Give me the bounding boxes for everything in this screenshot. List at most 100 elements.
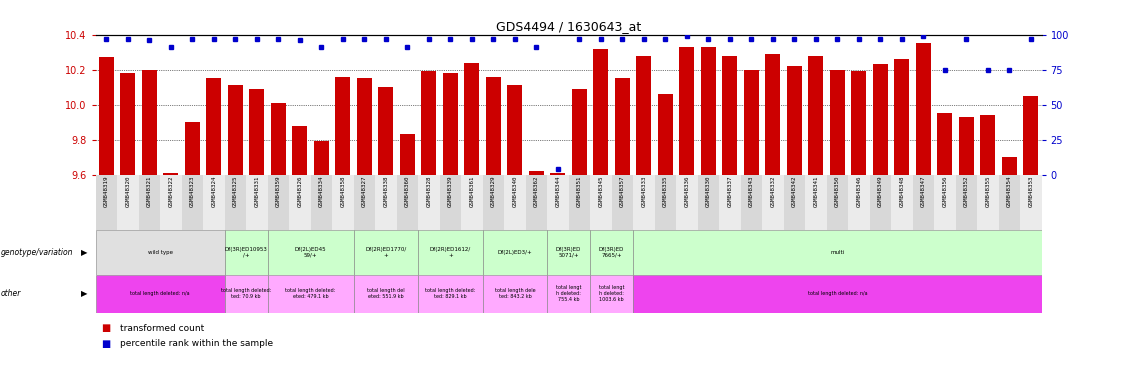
Bar (120, 73, 135, 384)
Bar (268, 230, 354, 275)
Bar (378, 87, 393, 384)
Text: GSM848349: GSM848349 (878, 176, 883, 207)
Text: GSM848323: GSM848323 (190, 176, 195, 207)
Bar (400, 134, 414, 384)
Text: total lengt
h deleted:
755.4 kb: total lengt h deleted: 755.4 kb (556, 285, 581, 302)
Text: GSM848336: GSM848336 (685, 176, 689, 207)
Bar (935, 175, 956, 230)
Bar (654, 175, 676, 230)
Bar (766, 54, 780, 384)
Text: total length dele
ted: 843.2 kb: total length dele ted: 843.2 kb (494, 288, 535, 299)
Text: GSM848353: GSM848353 (1028, 176, 1034, 207)
Text: GSM848344: GSM848344 (555, 176, 561, 207)
Text: ■: ■ (101, 339, 110, 349)
Text: total length deleted:
ted: 70.9 kb: total length deleted: ted: 70.9 kb (221, 288, 271, 299)
Bar (826, 175, 848, 230)
Text: total lengt
h deleted:
1003.6 kb: total lengt h deleted: 1003.6 kb (599, 285, 625, 302)
Text: GSM848347: GSM848347 (921, 176, 926, 207)
Bar (762, 175, 784, 230)
Text: GSM848340: GSM848340 (512, 176, 517, 207)
Bar (332, 175, 354, 230)
Bar (633, 230, 1042, 275)
Text: GSM848326: GSM848326 (297, 176, 303, 207)
Text: other: other (1, 289, 21, 298)
Bar (593, 49, 608, 384)
Text: GSM848355: GSM848355 (985, 176, 990, 207)
Text: ▶: ▶ (81, 248, 88, 257)
Text: ▶: ▶ (81, 289, 88, 298)
Text: GSM848359: GSM848359 (276, 176, 280, 207)
Bar (268, 175, 289, 230)
Text: GSM848362: GSM848362 (534, 176, 539, 207)
Text: GSM848329: GSM848329 (491, 176, 495, 207)
Bar (181, 175, 203, 230)
Text: Df(2L)ED3/+: Df(2L)ED3/+ (498, 250, 533, 255)
Bar (529, 171, 544, 384)
Text: GSM848324: GSM848324 (212, 176, 216, 207)
Text: ■: ■ (101, 323, 110, 333)
Bar (805, 175, 826, 230)
Text: GSM848345: GSM848345 (598, 176, 604, 207)
Bar (462, 175, 483, 230)
Text: GSM848346: GSM848346 (857, 176, 861, 207)
Title: GDS4494 / 1630643_at: GDS4494 / 1630643_at (497, 20, 641, 33)
Bar (894, 59, 910, 384)
Bar (891, 175, 912, 230)
Bar (375, 175, 396, 230)
Bar (611, 175, 633, 230)
Bar (720, 175, 741, 230)
Bar (658, 94, 673, 384)
Bar (551, 173, 565, 384)
Bar (572, 89, 587, 384)
Text: GSM848361: GSM848361 (470, 176, 474, 207)
Text: GSM848332: GSM848332 (770, 176, 776, 207)
Text: transformed count: transformed count (120, 324, 205, 333)
Text: GSM848334: GSM848334 (319, 176, 324, 207)
Bar (271, 103, 286, 384)
Bar (418, 175, 439, 230)
Bar (937, 113, 953, 384)
Bar (873, 65, 887, 384)
Text: GSM848335: GSM848335 (663, 176, 668, 207)
Text: GSM848341: GSM848341 (813, 176, 819, 207)
Bar (96, 230, 225, 275)
Bar (483, 230, 547, 275)
Bar (117, 175, 138, 230)
Text: GSM848342: GSM848342 (792, 176, 797, 207)
Bar (185, 122, 200, 384)
Text: multi: multi (830, 250, 844, 255)
Bar (633, 275, 1042, 313)
Bar (912, 175, 935, 230)
Bar (336, 77, 350, 384)
Bar (357, 78, 372, 384)
Bar (96, 175, 117, 230)
Text: Df(2R)ED1612/
+: Df(2R)ED1612/ + (430, 247, 471, 258)
Text: GSM848352: GSM848352 (964, 176, 968, 207)
Text: genotype/variation: genotype/variation (1, 248, 73, 257)
Bar (314, 141, 329, 384)
Text: Df(3R)ED10953
/+: Df(3R)ED10953 /+ (225, 247, 268, 258)
Text: GSM848338: GSM848338 (384, 176, 388, 207)
Bar (268, 275, 354, 313)
Bar (483, 175, 504, 230)
Text: GSM848319: GSM848319 (104, 176, 109, 207)
Bar (959, 117, 974, 384)
Bar (590, 175, 611, 230)
Bar (547, 230, 590, 275)
Text: Df(2R)ED1770/
+: Df(2R)ED1770/ + (365, 247, 406, 258)
Bar (676, 175, 698, 230)
Bar (99, 57, 114, 384)
Bar (443, 73, 458, 384)
Bar (96, 275, 225, 313)
Bar (293, 126, 307, 384)
Bar (679, 47, 695, 384)
Bar (1020, 175, 1042, 230)
Bar (547, 175, 569, 230)
Bar (160, 175, 181, 230)
Bar (396, 175, 418, 230)
Bar (354, 175, 375, 230)
Bar (504, 175, 526, 230)
Bar (486, 77, 501, 384)
Bar (784, 175, 805, 230)
Bar (250, 89, 265, 384)
